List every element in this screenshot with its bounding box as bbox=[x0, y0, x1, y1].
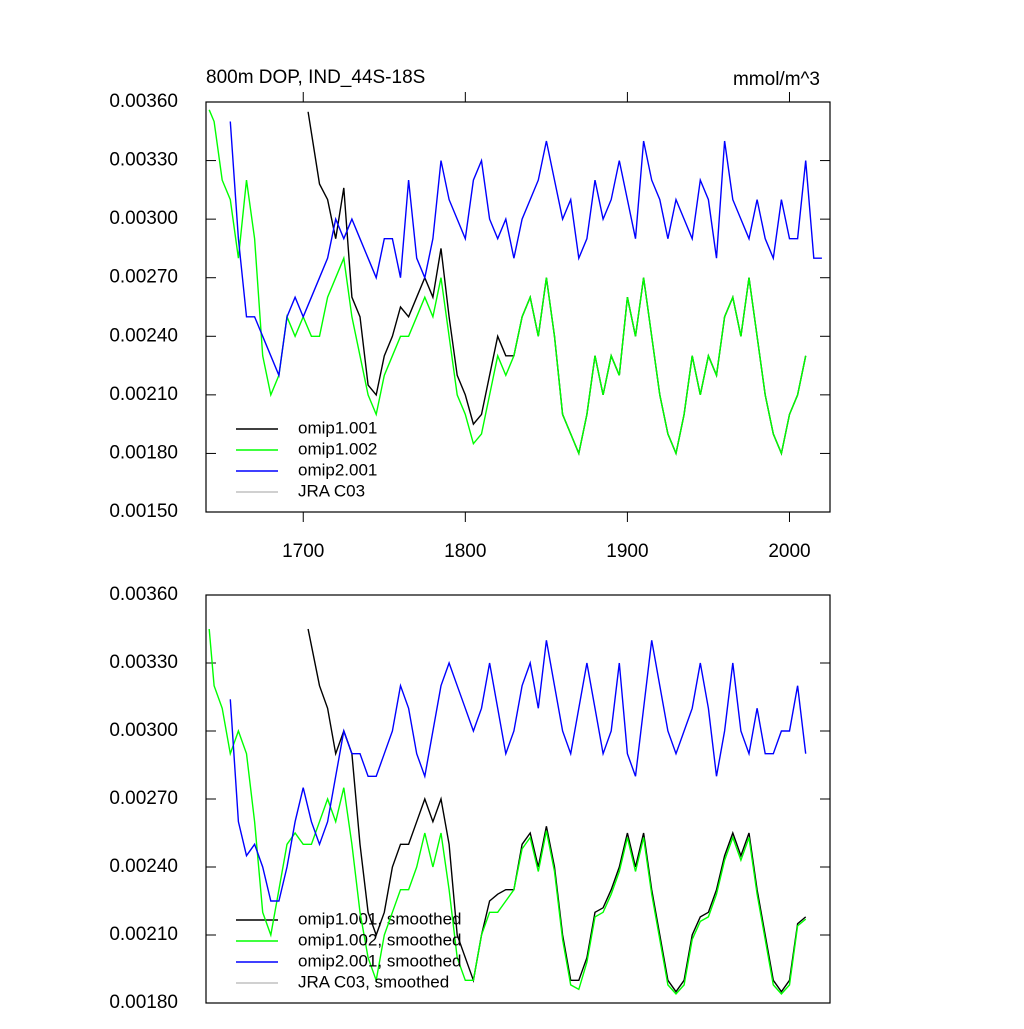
legend-label: omip1.001 bbox=[298, 418, 377, 437]
y-tick-label: 0.00330 bbox=[109, 652, 178, 673]
y-tick-label: 0.00300 bbox=[109, 208, 178, 229]
units-label: mmol/m^3 bbox=[733, 69, 820, 90]
legend-label: JRA C03 bbox=[298, 481, 365, 500]
y-tick-label: 0.00150 bbox=[109, 501, 178, 522]
y-tick-label: 0.00330 bbox=[109, 150, 178, 171]
data-line bbox=[208, 109, 807, 456]
y-tick-label: 0.00240 bbox=[109, 325, 178, 346]
legend-label: omip1.001, smoothed bbox=[298, 909, 462, 928]
x-tick-label: 1800 bbox=[444, 541, 486, 562]
x-tick-label: 1700 bbox=[282, 541, 324, 562]
y-tick-label: 0.00180 bbox=[109, 442, 178, 463]
x-tick-label: 1900 bbox=[606, 541, 648, 562]
y-tick-label: 0.00240 bbox=[109, 856, 178, 877]
legend-label: omip1.002 bbox=[298, 439, 377, 458]
y-tick-label: 0.00270 bbox=[109, 788, 178, 809]
legend-label: omip1.002, smoothed bbox=[298, 930, 462, 949]
y-tick-label: 0.00270 bbox=[109, 267, 178, 288]
legend-label: JRA C03, smoothed bbox=[298, 972, 449, 991]
chart-title: 800m DOP, IND_44S-18S bbox=[206, 67, 425, 88]
y-tick-label: 0.00300 bbox=[109, 720, 178, 741]
data-line bbox=[229, 121, 822, 378]
plot-frame bbox=[205, 101, 831, 513]
legend-label: omip2.001 bbox=[298, 460, 377, 479]
y-tick-label: 0.00210 bbox=[109, 924, 178, 945]
x-tick-label: 2000 bbox=[768, 541, 810, 562]
y-tick-label: 0.00180 bbox=[109, 992, 178, 1013]
data-line bbox=[208, 628, 807, 995]
y-tick-label: 0.00210 bbox=[109, 384, 178, 405]
legend-label: omip2.001, smoothed bbox=[298, 951, 462, 970]
y-tick-label: 0.00360 bbox=[109, 584, 178, 605]
data-line bbox=[307, 111, 807, 456]
data-line bbox=[229, 640, 807, 902]
y-tick-label: 0.00360 bbox=[109, 91, 178, 112]
